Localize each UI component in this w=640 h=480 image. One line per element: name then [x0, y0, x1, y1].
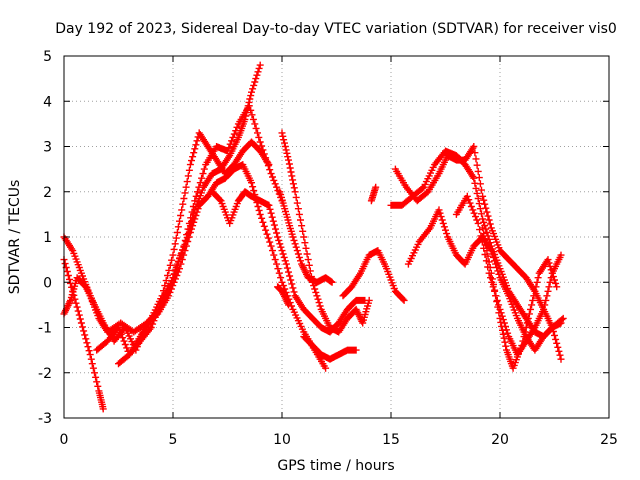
x-tick-label: 15 — [382, 432, 400, 448]
y-tick-label: 5 — [43, 49, 52, 65]
y-tick-label: 1 — [43, 230, 52, 246]
series-arc-9 — [274, 283, 292, 309]
plot-frame — [63, 55, 610, 419]
y-tick-label: 4 — [43, 94, 52, 110]
x-tick-label: 10 — [273, 432, 291, 448]
series-arc-17 — [479, 224, 561, 372]
x-axis-label: GPS time / hours — [277, 458, 394, 474]
y-tick-label: 2 — [43, 185, 52, 201]
series-arc-11 — [339, 247, 408, 304]
x-tick-label: 20 — [491, 432, 509, 448]
x-tick-label: 5 — [169, 432, 178, 448]
y-tick-label: -2 — [38, 366, 52, 382]
series-arc-8 — [276, 188, 336, 286]
y-tick-labels: -3 -2 -1 0 1 2 3 4 5 — [38, 49, 52, 427]
y-axis-label: SDTVAR / TECUs — [7, 180, 23, 295]
y-tick-label: 3 — [43, 140, 52, 156]
series-arc-7 — [278, 129, 373, 336]
chart-title: Day 192 of 2023, Sidereal Day-to-day VTE… — [55, 21, 617, 37]
y-tick-label: 0 — [43, 275, 52, 291]
x-tick-label: 0 — [60, 432, 69, 448]
x-tick-labels: 0 5 10 15 20 25 — [60, 432, 618, 448]
x-tick-label: 25 — [600, 432, 618, 448]
series-arc-6 — [208, 188, 369, 336]
y-tick-label: -3 — [38, 411, 52, 427]
y-tick-label: -1 — [38, 321, 52, 337]
series-arc-5 — [115, 129, 273, 368]
series-arc-12 — [367, 183, 380, 205]
series-arc-10 — [300, 333, 360, 363]
